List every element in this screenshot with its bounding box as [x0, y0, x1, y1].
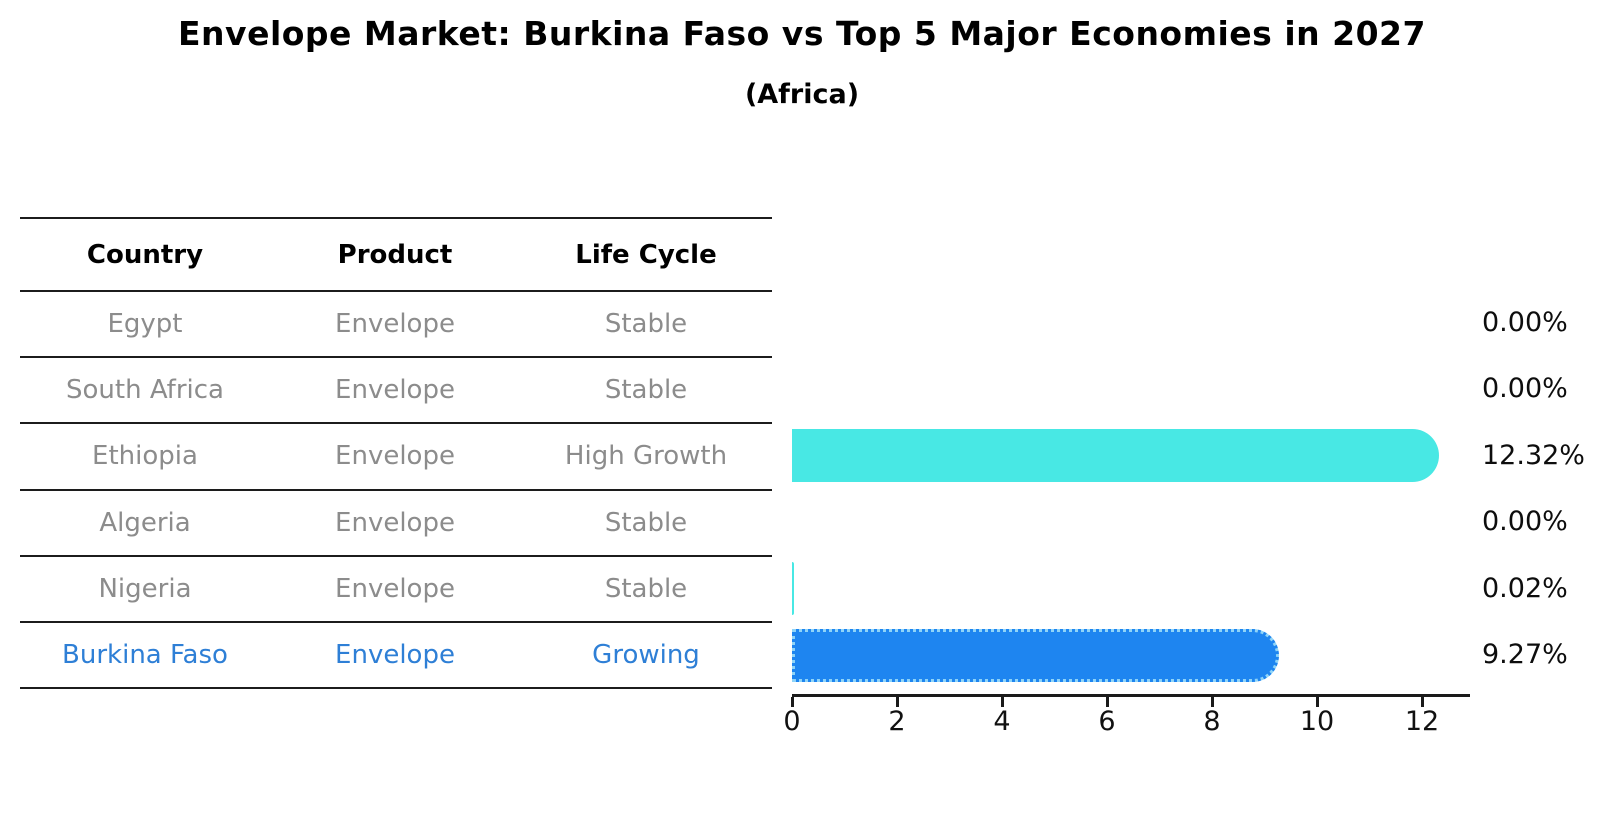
x-tick-label: 4 [993, 706, 1011, 737]
bar-nigeria [792, 562, 794, 615]
table-row-ethiopia: Ethiopia Envelope High Growth [20, 424, 772, 491]
x-tick-label: 2 [888, 706, 906, 737]
x-tick-label: 12 [1404, 706, 1440, 737]
table-row-egypt-cell: Stable [604, 309, 688, 340]
table-row-burkina-faso-cell: Growing [592, 640, 700, 671]
value-label-nigeria: 0.02% [1482, 572, 1568, 604]
table-row-ethiopia-cell: Envelope [335, 441, 455, 472]
table-row-ethiopia-cell: Ethiopia [92, 441, 198, 472]
value-label-south-africa: 0.00% [1482, 373, 1568, 404]
table-row-south-africa-cell: Stable [604, 375, 688, 406]
table-row-burkina-faso-cell: Envelope [335, 640, 455, 671]
table-row-nigeria: Nigeria Envelope Stable [20, 557, 772, 623]
table-header-row-cell: Life Cycle [575, 239, 717, 270]
x-tick-label: 10 [1299, 706, 1335, 737]
x-axis-line [792, 694, 1470, 697]
bar-ethiopia [792, 429, 1439, 482]
table-row-algeria-cell: Envelope [335, 507, 455, 538]
table-row-egypt: Egypt Envelope Stable [20, 292, 772, 359]
x-tick-label: 6 [1098, 706, 1116, 737]
table-row-ethiopia-cell: High Growth [564, 441, 728, 472]
x-tick-mark [895, 697, 899, 707]
x-tick-label: 0 [783, 706, 801, 737]
table-row-egypt-cell: Egypt [107, 309, 183, 340]
x-tick-mark [1315, 697, 1319, 707]
bar-burkina-faso [792, 628, 1279, 682]
chart-subtitle: (Africa) [744, 79, 860, 110]
country-table: Country Product Life Cycle Egypt Envelope Sta… [20, 217, 772, 690]
table-row-nigeria-cell: Envelope [335, 573, 455, 604]
table-row-south-africa-cell: South Africa [66, 375, 224, 406]
table-row-algeria: Algeria Envelope Stable [20, 491, 772, 557]
table-row-burkina-faso-cell: Burkina Faso [62, 640, 228, 671]
table-header-row-cell: Country [86, 239, 204, 270]
x-tick-mark [1210, 697, 1214, 707]
x-tick-label: 8 [1203, 706, 1221, 737]
table-row-algeria-cell: Stable [604, 507, 688, 538]
table-row-nigeria-cell: Nigeria [98, 573, 192, 604]
value-label-ethiopia: 12.32% [1482, 439, 1585, 471]
value-label-algeria: 0.00% [1482, 506, 1568, 537]
table-row-south-africa: South Africa Envelope Stable [20, 358, 772, 425]
table-row-nigeria-cell: Stable [604, 573, 688, 604]
x-tick-mark [1105, 697, 1109, 707]
table-header-row: Country Product Life Cycle [20, 219, 772, 292]
chart-title: Envelope Market: Burkina Faso vs Top 5 M… [178, 14, 1426, 53]
x-tick-mark [1000, 697, 1004, 707]
table-row-burkina-faso: Burkina Faso Envelope Growing [20, 623, 772, 690]
table-row-egypt-cell: Envelope [335, 309, 455, 340]
table-row-algeria-cell: Algeria [99, 507, 191, 538]
value-label-egypt: 0.00% [1482, 307, 1568, 338]
x-tick-mark [1420, 697, 1424, 707]
value-label-burkina-faso: 9.27% [1482, 639, 1568, 670]
x-tick-mark [790, 697, 794, 707]
table-header-row-cell: Product [337, 239, 453, 270]
table-row-south-africa-cell: Envelope [335, 375, 455, 406]
